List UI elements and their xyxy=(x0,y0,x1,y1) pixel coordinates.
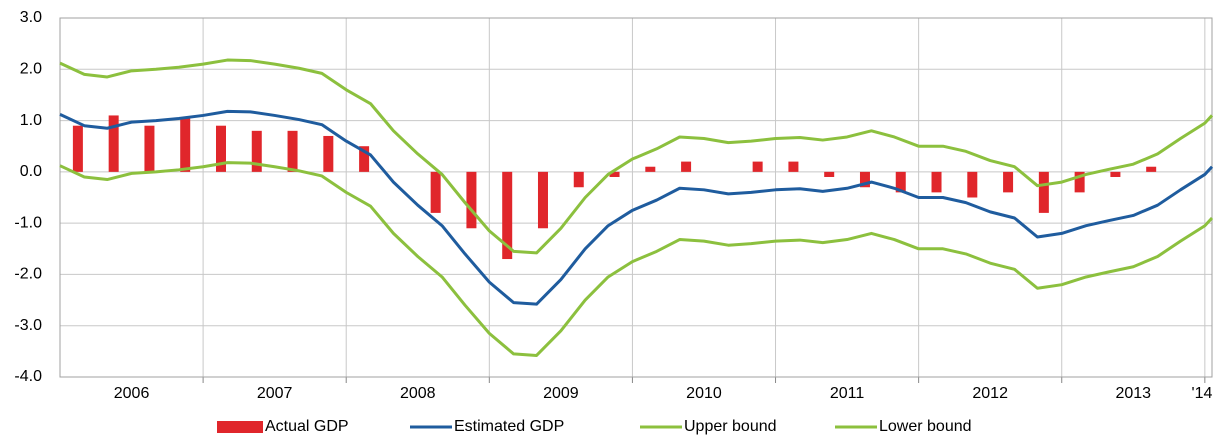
y-tick-label: 1.0 xyxy=(20,112,42,129)
bar xyxy=(323,135,334,172)
bar xyxy=(287,130,298,172)
bar xyxy=(788,161,799,172)
x-tick-label: 2013 xyxy=(1115,385,1151,402)
bar xyxy=(180,118,191,172)
legend-label: Upper bound xyxy=(684,418,777,435)
y-tick-label: 0.0 xyxy=(20,163,42,180)
bar xyxy=(108,115,119,172)
bar xyxy=(1146,166,1157,172)
x-tick-label: 2010 xyxy=(686,385,722,402)
y-tick-label: 3.0 xyxy=(20,9,42,26)
y-tick-label: -2.0 xyxy=(14,266,42,283)
legend-label: Lower bound xyxy=(879,418,972,435)
bar xyxy=(144,125,155,172)
legend-swatch xyxy=(217,421,263,433)
x-tick-label: 2006 xyxy=(114,385,150,402)
legend: Actual GDP Estimated GDP Upper bound Lower … xyxy=(217,418,972,435)
bar xyxy=(681,161,692,172)
x-tick-label: '14 xyxy=(1192,385,1213,402)
y-tick-label: 2.0 xyxy=(20,61,42,78)
bar xyxy=(502,171,513,260)
bar xyxy=(359,146,370,172)
bar xyxy=(1074,171,1085,193)
bar xyxy=(931,171,942,193)
series-line xyxy=(59,58,1214,255)
legend-label: Actual GDP xyxy=(265,418,349,435)
plot-frame xyxy=(59,17,1213,378)
bar xyxy=(859,171,870,188)
series-line xyxy=(59,109,1214,306)
bar xyxy=(72,125,83,172)
bar xyxy=(251,130,262,172)
bar xyxy=(466,171,477,229)
bar xyxy=(824,171,835,177)
bar xyxy=(537,171,548,229)
bar xyxy=(645,166,656,172)
bar xyxy=(1038,171,1049,213)
bar xyxy=(1003,171,1014,193)
bar xyxy=(215,125,226,172)
bar xyxy=(967,171,978,198)
x-tick-label: 2007 xyxy=(257,385,293,402)
x-tick-label: 2008 xyxy=(400,385,436,402)
y-tick-label: -4.0 xyxy=(14,368,42,385)
bar xyxy=(752,161,763,172)
bar xyxy=(1110,171,1121,177)
bar xyxy=(573,171,584,188)
legend-label: Estimated GDP xyxy=(454,418,564,435)
series-line xyxy=(59,161,1214,357)
bar xyxy=(430,171,441,213)
y-tick-label: -1.0 xyxy=(14,214,42,231)
bar xyxy=(609,171,620,177)
y-tick-label: -3.0 xyxy=(14,317,42,334)
x-tick-label: 2009 xyxy=(543,385,579,402)
bar xyxy=(895,171,906,193)
x-tick-label: 2011 xyxy=(830,385,865,402)
x-tick-label: 2012 xyxy=(972,385,1008,402)
